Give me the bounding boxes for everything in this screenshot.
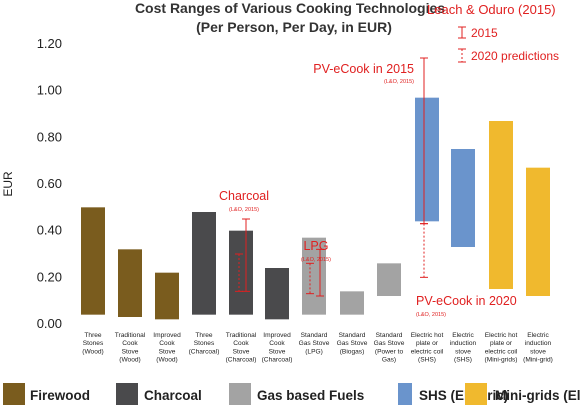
category-label: Electric induction stove (SHS)	[450, 332, 477, 364]
legend-swatch-gas-based-fuels	[229, 383, 251, 405]
range-bar-gas-based-fuels	[340, 291, 364, 315]
legend-solid-label: 2015	[471, 26, 498, 40]
range-bar-firewood	[118, 249, 142, 317]
y-tick-label: 0.20	[37, 269, 62, 284]
y-tick-label: 0.40	[37, 223, 62, 238]
range-bar-charcoal	[265, 268, 289, 320]
legend-swatch-charcoal	[116, 383, 138, 405]
y-tick-label: 1.00	[37, 83, 62, 98]
annotation-legend-title: Leach & Oduro (2015)	[427, 2, 556, 17]
l-o-2015-label: PV-eCook in 2015	[313, 62, 414, 76]
legend-label: Mini-grids (Electric)	[495, 388, 580, 403]
legend-dashed-label: 2020 predictions	[471, 49, 559, 63]
l-o-2015-label: LPG	[303, 239, 328, 253]
l-o-2015-source: (L&O, 2015)	[384, 79, 414, 85]
category-label: Electric induction stove (Mini-grid)	[523, 332, 553, 364]
l-o-2015-source: (L&O, 2015)	[301, 257, 331, 263]
y-axis-ticks: 0.00 0.20 0.40 0.60 0.80 1.00 1.20	[37, 36, 62, 331]
y-tick-label: 0.60	[37, 176, 62, 191]
l-o-2020-label: PV-eCook in 2020	[416, 294, 517, 308]
range-bar-gas-based-fuels	[377, 263, 401, 296]
y-axis-label: EUR	[1, 171, 15, 197]
category-label: Traditional Cook Stove (Wood)	[115, 332, 146, 364]
category-label: Standard Gas Stove (Biogas)	[337, 332, 368, 355]
leach-oduro-annotations: Charcoal (L&O, 2015) LPG (L&O, 2015) PV-eCoo…	[219, 57, 517, 318]
category-label: Electric hot plate or electric coil (Mini-g…	[485, 332, 518, 364]
range-bar-firewood	[81, 207, 105, 315]
bars	[81, 97, 550, 320]
range-bar-charcoal	[192, 212, 216, 315]
range-bar-charcoal	[229, 230, 253, 315]
legend-swatch-mini-grids-electric-	[465, 383, 487, 405]
legend: Firewood Charcoal Gas based Fuels SHS (Elec…	[3, 383, 580, 405]
category-labels: Three Stones (Wood) Traditional Cook Stove (Wo…	[82, 332, 553, 364]
range-bar-mini-grids-electric-	[526, 167, 550, 296]
legend-label: Gas based Fuels	[257, 388, 364, 403]
category-label: Three Stones (Charcoal)	[189, 332, 220, 355]
y-tick-label: 0.00	[37, 316, 62, 331]
chart-subtitle: (Per Person, Per Day, in EUR)	[196, 19, 392, 35]
category-label: Standard Gas Stove (Power to Gas)	[374, 332, 405, 364]
category-label: Three Stones (Wood)	[82, 332, 104, 355]
y-tick-label: 0.80	[37, 129, 62, 144]
range-bar-firewood	[155, 272, 179, 320]
category-label: Improved Cook Stove (Charcoal)	[262, 332, 293, 364]
l-o-2015-label: Charcoal	[219, 189, 269, 203]
chart-title: Cost Ranges of Various Cooking Technolog…	[135, 0, 445, 16]
category-label: Electric hot plate or electric coil (SHS)	[411, 332, 444, 364]
range-bar-mini-grids-electric-	[489, 121, 513, 289]
l-o-2020-source: (L&O, 2015)	[416, 312, 446, 318]
legend-label: Firewood	[30, 388, 90, 403]
legend-swatch-shs-electric-	[398, 383, 412, 405]
category-label: Improved Cook Stove (Wood)	[153, 332, 181, 364]
y-tick-label: 1.20	[37, 36, 62, 51]
range-bar-shs-electric-	[415, 97, 439, 222]
annotation-legend: Leach & Oduro (2015) 2015 2020 predictio…	[427, 2, 559, 63]
l-o-2015-source: (L&O, 2015)	[229, 207, 259, 213]
range-bar-shs-electric-	[451, 149, 475, 247]
range-bar-gas-based-fuels	[302, 237, 326, 315]
category-label: Traditional Cook Stove (Charcoal)	[226, 332, 257, 364]
category-label: Standard Gas Stove (LPG)	[299, 332, 330, 355]
legend-label: Charcoal	[144, 388, 202, 403]
legend-swatch-firewood	[3, 383, 25, 405]
